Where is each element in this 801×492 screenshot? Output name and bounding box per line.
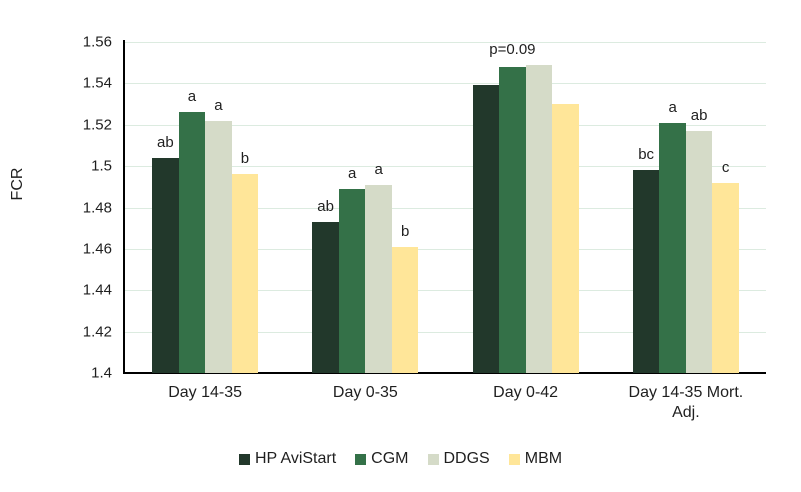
legend-item-hp-avistart: HP AviStart: [238, 450, 337, 468]
bar-hp-avistart-group2: [312, 221, 339, 373]
bar-ddgs-group2: [365, 184, 392, 373]
significance-label: ab: [317, 197, 334, 215]
x-tick-label: Day 14-35 Mort. Adj.: [628, 384, 744, 421]
gridline: [125, 42, 766, 43]
x-tick-label: Day 0-35: [332, 384, 398, 401]
bar-cgm-group4: [659, 122, 686, 373]
significance-label: c: [721, 158, 730, 176]
bar-mbm-group1: [231, 174, 259, 373]
significance-label: a: [187, 88, 197, 106]
x-axis-line: [123, 372, 766, 374]
bar-cgm-group3: [499, 66, 526, 373]
gridline: [125, 83, 766, 85]
y-tick-label: 1.46: [82, 240, 112, 258]
significance-label: ab: [690, 106, 708, 124]
bar-hp-avistart-group3: [472, 85, 500, 373]
bar-hp-avistart-group1: [152, 157, 179, 373]
y-tick-label: 1.4: [91, 364, 112, 382]
y-tick-label: 1.52: [82, 116, 112, 134]
gridline: [125, 124, 766, 126]
legend-label: DDGS: [443, 450, 490, 467]
gridline: [125, 290, 766, 292]
gridline: [125, 207, 766, 209]
legend-swatch-icon: [355, 453, 367, 465]
bar-ddgs-group4: [685, 130, 713, 373]
legend-item-mbm: MBM: [508, 450, 563, 468]
gridline: [125, 166, 766, 168]
significance-label: bc: [638, 146, 655, 164]
legend-swatch-icon: [238, 453, 250, 465]
legend-label: HP AviStart: [254, 450, 337, 467]
legend-item-ddgs: DDGS: [427, 450, 490, 468]
significance-label: a: [214, 96, 223, 114]
x-tick-label: Day 0-42: [493, 384, 559, 401]
gridline: [125, 331, 766, 333]
group-annotation: p=0.09: [489, 40, 536, 58]
legend-swatch-icon: [427, 453, 439, 465]
significance-label: a: [347, 164, 357, 182]
significance-label: b: [400, 222, 410, 240]
y-tick-label: 1.42: [82, 323, 112, 341]
significance-label: b: [240, 150, 250, 168]
significance-label: a: [668, 98, 677, 116]
significance-label: ab: [157, 133, 174, 151]
bar-hp-avistart-group4: [632, 170, 660, 373]
y-tick-label: 1.5: [91, 157, 112, 175]
bar-mbm-group4: [712, 182, 739, 373]
bar-mbm-group2: [391, 246, 419, 373]
y-tick-label: 1.56: [82, 33, 112, 51]
legend-label: MBM: [524, 450, 563, 467]
y-tick-label: 1.54: [82, 74, 112, 92]
bar-mbm-group3: [552, 104, 579, 373]
gridline: [125, 248, 766, 250]
bar-ddgs-group3: [525, 64, 553, 373]
legend-swatch-icon: [508, 453, 520, 465]
bar-ddgs-group1: [205, 120, 232, 373]
significance-label: a: [374, 160, 383, 178]
y-tick-label: 1.44: [82, 281, 112, 299]
y-tick-label: 1.48: [82, 199, 112, 216]
x-tick-label: Day 14-35: [168, 384, 243, 401]
legend-label: CGM: [371, 450, 409, 467]
bar-cgm-group1: [178, 112, 206, 373]
bar-cgm-group2: [338, 188, 366, 373]
legend: HP AviStart CGM DDGS MBM: [0, 450, 801, 468]
y-axis-line: [123, 40, 125, 374]
legend-item-cgm: CGM: [355, 450, 409, 468]
